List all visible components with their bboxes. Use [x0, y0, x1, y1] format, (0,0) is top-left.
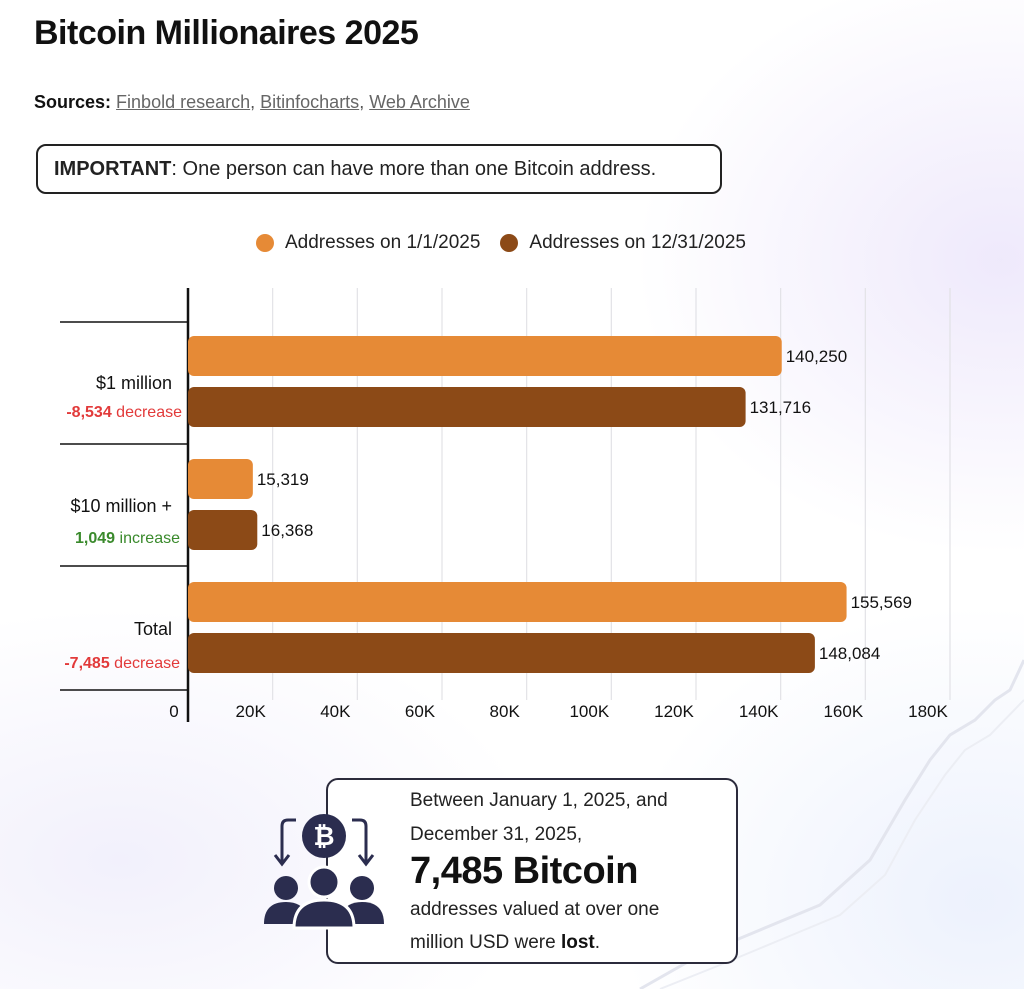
- callout-line-1: Between January 1, 2025, and: [410, 790, 668, 811]
- category-label-1m: $1 million: [95, 373, 172, 393]
- callout-line-4: million USD were lost.: [410, 932, 600, 954]
- legend-swatch-end: [500, 234, 519, 252]
- x-tick-label-7: 140K: [739, 702, 779, 721]
- bar-1-1: [188, 510, 258, 550]
- change-value-1m: -8,534: [66, 404, 112, 421]
- bitcoin-people-icon: ₿: [258, 812, 388, 937]
- source-link-web-archive[interactable]: Web Archive: [369, 92, 470, 112]
- sources-label: Sources:: [34, 92, 112, 112]
- x-tick-label-3: 60K: [405, 702, 436, 721]
- change-value-10m: 1,049: [75, 530, 116, 547]
- category-label-10m: $10 million +: [70, 496, 172, 516]
- page-title: Bitcoin Millionaires 2025: [34, 14, 419, 52]
- bar-0-1: [188, 459, 253, 499]
- source-link-bitinfocharts[interactable]: Bitinfocharts: [260, 92, 360, 112]
- callout-line-4-text: million USD were: [410, 932, 561, 953]
- x-tick-label-0: 0: [169, 702, 178, 721]
- notice-label: IMPORTANT: [54, 157, 172, 180]
- callout-box: [326, 778, 738, 964]
- bar-0-2: [188, 582, 847, 622]
- chart-legend: Addresses on 1/1/2025 Addresses on 12/31…: [256, 232, 766, 254]
- callout-line-2: December 31, 2025,: [410, 824, 583, 845]
- callout-headline: 7,485 Bitcoin: [410, 850, 638, 892]
- change-total: -7,485 decrease: [30, 655, 180, 673]
- legend-label-end: Addresses on 12/31/2025: [529, 232, 746, 253]
- change-word-10m: increase: [119, 530, 180, 547]
- svg-text:₿: ₿: [313, 822, 334, 852]
- callout-line-3: addresses valued at over one: [410, 899, 660, 920]
- sources-line: Sources: Finbold research, Bitinfocharts…: [34, 92, 470, 112]
- change-word-1m: decrease: [116, 404, 182, 421]
- x-tick-label-4: 80K: [490, 702, 521, 721]
- data-label-0-1: 15,319: [257, 470, 309, 489]
- change-value-total: -7,485: [64, 655, 110, 672]
- data-label-0-2: 155,569: [851, 593, 912, 612]
- change-10m: 1,049 increase: [30, 530, 180, 548]
- data-label-1-2: 148,084: [819, 644, 880, 663]
- category-label-total: Total: [133, 619, 172, 639]
- legend-item-start: Addresses on 1/1/2025: [256, 232, 480, 254]
- legend-label-start: Addresses on 1/1/2025: [285, 232, 481, 253]
- legend-item-end: Addresses on 12/31/2025: [500, 232, 746, 254]
- x-tick-label-2: 40K: [320, 702, 351, 721]
- bar-0-0: [188, 336, 782, 376]
- data-label-1-0: 131,716: [750, 398, 811, 417]
- x-tick-label-6: 120K: [654, 702, 694, 721]
- notice-text: : One person can have more than one Bitc…: [171, 157, 657, 180]
- x-tick-label-1: 20K: [236, 702, 267, 721]
- data-label-0-0: 140,250: [786, 347, 847, 366]
- important-notice: IMPORTANT: One person can have more than…: [36, 144, 722, 194]
- change-1m: -8,534 decrease: [30, 404, 182, 422]
- source-link-finbold[interactable]: Finbold research: [116, 92, 251, 112]
- callout-line-4-end: .: [594, 932, 601, 953]
- data-label-1-1: 16,368: [261, 521, 313, 540]
- x-tick-label-5: 100K: [569, 702, 609, 721]
- callout-lost-word: lost: [560, 932, 595, 953]
- change-word-total: decrease: [114, 655, 180, 672]
- bar-1-2: [188, 633, 815, 673]
- legend-swatch-start: [256, 234, 274, 252]
- bar-1-0: [188, 387, 746, 427]
- x-tick-label-8: 160K: [823, 702, 863, 721]
- x-tick-label-9: 180K: [908, 702, 948, 721]
